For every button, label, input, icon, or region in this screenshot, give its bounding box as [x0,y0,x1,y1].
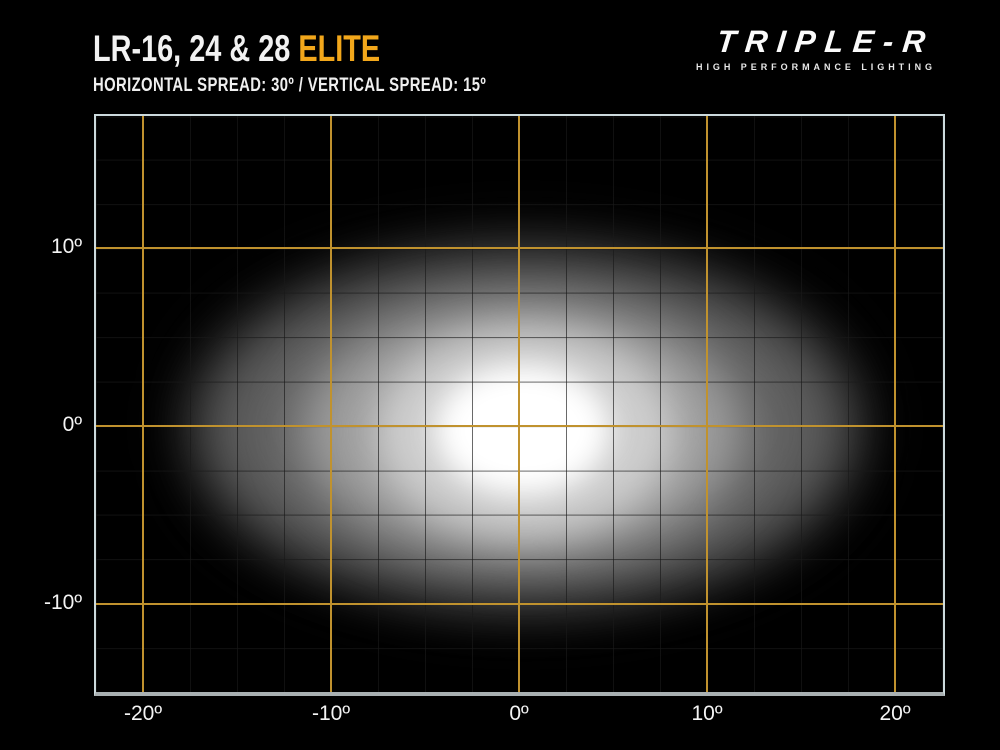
gridline-h-zero [96,425,943,427]
page-title: LR-16, 24 & 28 ELITE [93,30,486,67]
page-title-accent: ELITE [298,28,381,69]
gridline-h-plus10 [96,247,943,249]
x-axis-tick-label: 0º [509,702,529,725]
gridline-v-minus20 [142,116,144,692]
gridline-v-plus20 [894,116,896,692]
plot-area [94,114,945,696]
y-axis-tick-label: 10º [50,235,82,258]
gridline-v-minus10 [330,116,332,692]
brand-name: TRIPLE-R [715,24,937,59]
brand-tagline: HIGH PERFORMANCE LIGHTING [696,62,936,72]
x-axis-tick-label: 10º [691,702,723,725]
y-axis-tick-label: 0º [62,413,82,436]
x-axis-tick-label: -10º [311,702,351,725]
x-axis-tick-label: 20º [879,702,911,725]
page-title-main: LR-16, 24 & 28 [93,28,299,69]
brand-logo: TRIPLE-R HIGH PERFORMANCE LIGHTING [696,24,937,72]
gridline-h-minus10 [96,603,943,605]
x-axis-tick-label: -20º [123,702,163,725]
y-axis-tick-label: -10º [43,591,82,614]
header: LR-16, 24 & 28 ELITE HORIZONTAL SPREAD: … [93,30,597,95]
page-subtitle: HORIZONTAL SPREAD: 30º / VERTICAL SPREAD… [93,75,487,96]
gridline-v-zero [518,116,520,692]
gridline-v-plus10 [706,116,708,692]
